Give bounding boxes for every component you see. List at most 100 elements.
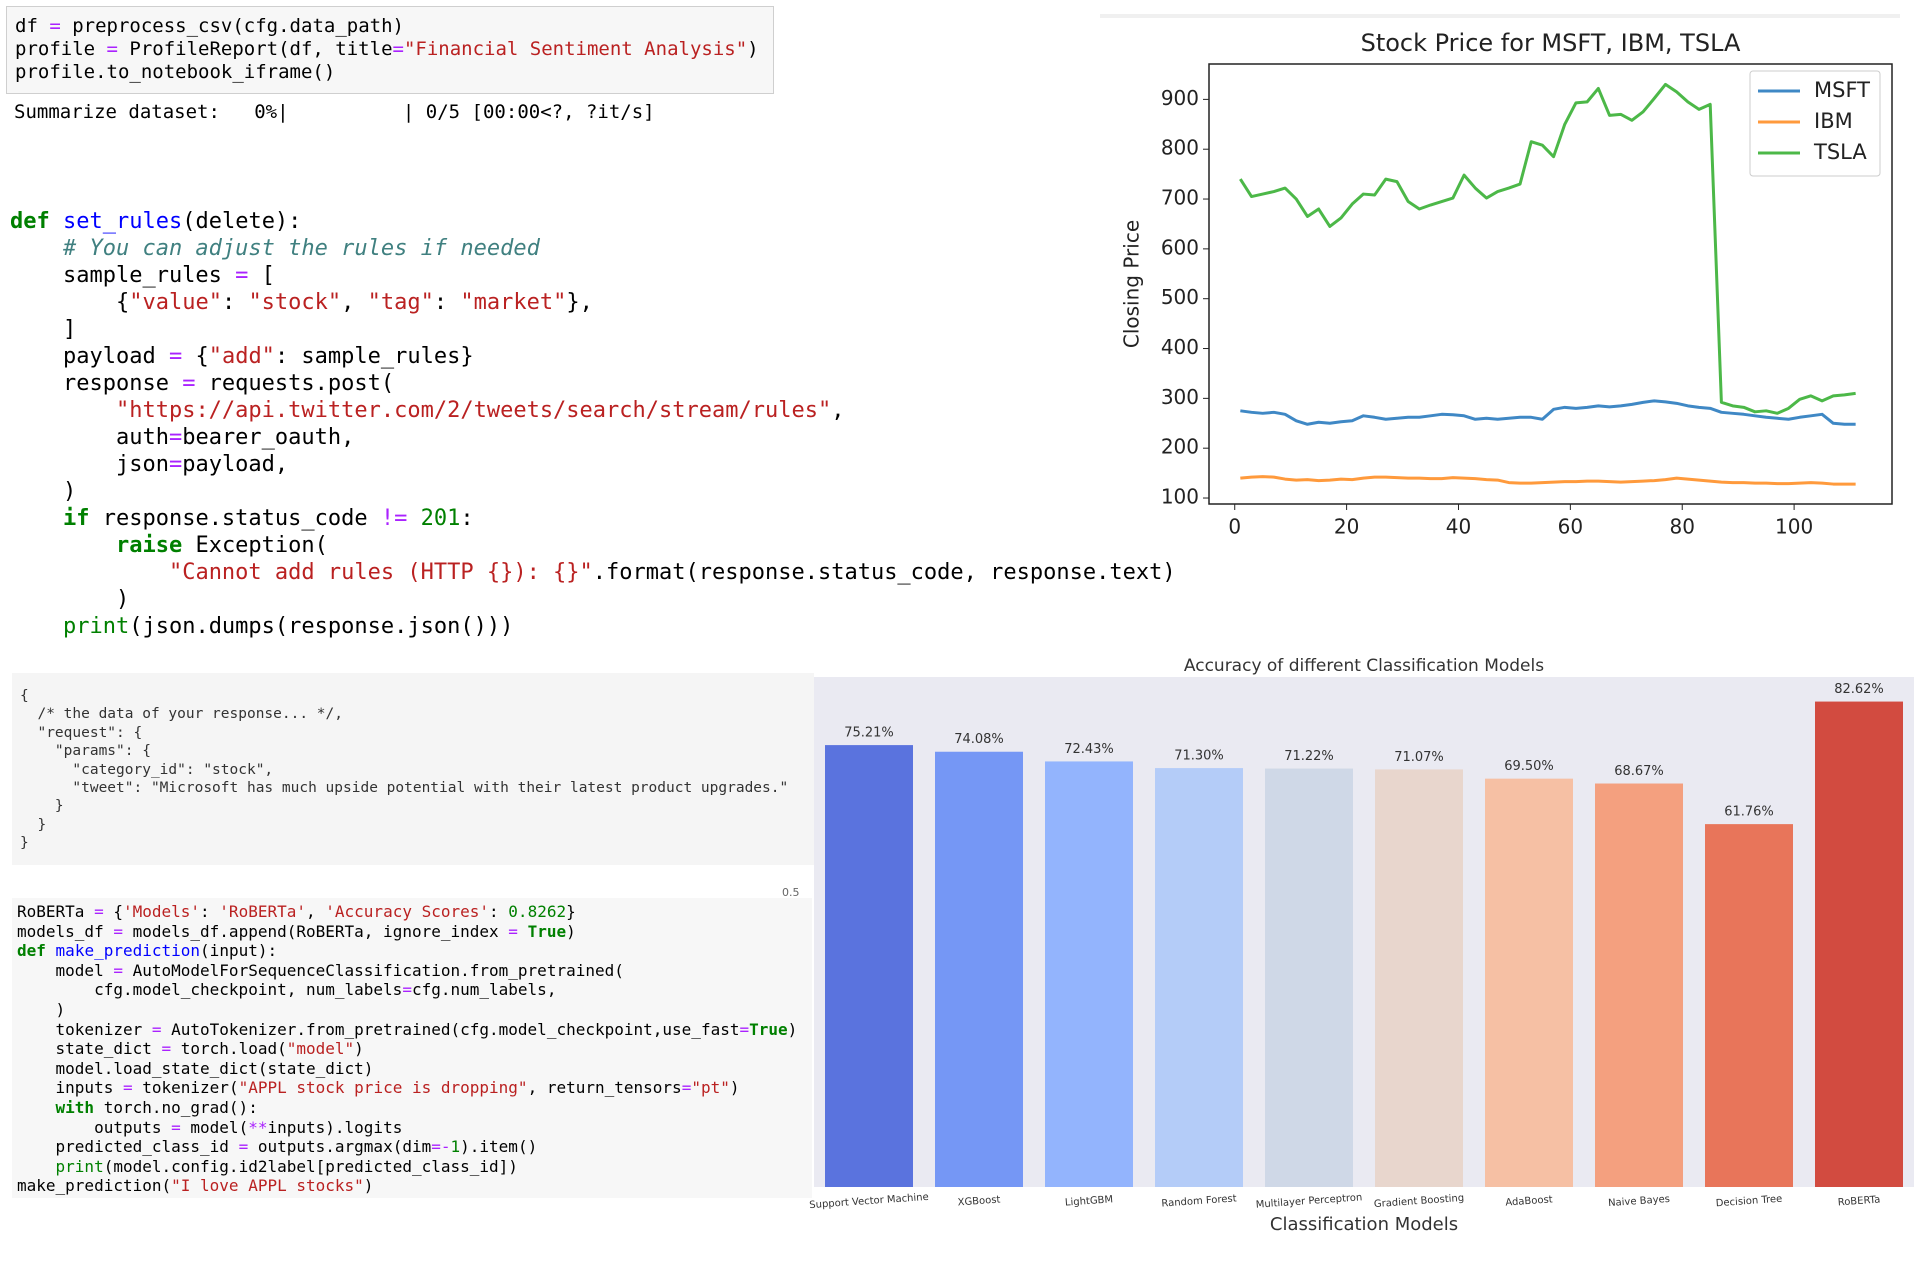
code-token: =: [171, 1117, 181, 1137]
code-token: =: [739, 1019, 750, 1039]
code-token: ProfileReport(df, title: [117, 38, 393, 60]
code-token: ): [787, 1019, 798, 1039]
code-line: "request": {: [20, 724, 143, 741]
code-line: ]: [10, 316, 1176, 343]
code-line: }: [20, 816, 47, 833]
code-token: =: [235, 263, 249, 288]
code-token: cfg.model_checkpoint, num_labels: [17, 980, 403, 1000]
bar: [935, 751, 1023, 1187]
code-token: .format(response.status_code, response.t…: [592, 560, 1176, 585]
code-token: , return_tensors: [527, 1078, 682, 1098]
code-token: torch.load(: [171, 1039, 287, 1059]
code-token: !=: [380, 506, 408, 531]
code-token: outputs.argmax(dim: [248, 1137, 432, 1157]
code-token: : sample_rules}: [274, 344, 474, 369]
code-token: preprocess_csv(cfg.data_path): [60, 15, 404, 37]
code-token: {: [103, 902, 123, 921]
bar: [1485, 778, 1573, 1187]
code-token: "pt": [691, 1078, 730, 1098]
code-line: ): [17, 1000, 807, 1020]
code-token: 0.8262: [508, 902, 567, 921]
code-cell[interactable]: df = preprocess_csv(cfg.data_path) profil…: [6, 6, 774, 94]
code-token: "Cannot add rules (HTTP {}): {}": [168, 560, 593, 585]
code-token: print: [55, 1156, 104, 1176]
code-line: def make_prediction(input):: [17, 941, 807, 961]
code-token: =: [681, 1078, 692, 1098]
code-token: Exception(: [182, 533, 328, 558]
code-line: raise Exception(: [10, 532, 1176, 559]
y-tick-label: 100: [1161, 485, 1199, 509]
code-token: }: [566, 902, 576, 921]
code-token: (delete):: [182, 209, 302, 234]
code-token: =: [508, 921, 518, 941]
x-tick-label: Decision Tree: [1715, 1194, 1782, 1210]
code-line: sample_rules = [: [10, 262, 1176, 289]
value-label: 75.21%: [844, 726, 894, 741]
code-token: def: [17, 941, 46, 961]
code-token: def: [10, 209, 50, 234]
code-token: "I love APPL stocks": [171, 1176, 364, 1196]
code-cell[interactable]: def set_rules(delete): # You can adjust …: [10, 208, 1176, 640]
code-token: [46, 941, 56, 960]
code-token: state_dict: [17, 1039, 162, 1059]
code-token: =: [161, 1039, 172, 1059]
code-token: print: [62, 614, 130, 639]
code-token: cfg.num_labels,: [411, 980, 557, 1000]
code-token: =: [238, 1137, 249, 1157]
code-token: tokenizer(: [132, 1078, 239, 1098]
axis-fragment: 0.5: [782, 886, 800, 899]
code-token: # You can adjust the rules if needed: [62, 236, 540, 261]
code-token: inputs).logits: [267, 1117, 403, 1137]
code-token: response.status_code: [89, 506, 381, 531]
code-token: "value": [129, 290, 222, 315]
code-token: ]: [10, 317, 77, 342]
value-label: 71.30%: [1174, 749, 1224, 764]
bar: [1705, 824, 1793, 1187]
code-token: set_rules: [63, 209, 183, 234]
value-label: 74.08%: [954, 732, 1004, 747]
code-token: inputs: [17, 1078, 123, 1098]
value-label: 71.22%: [1284, 749, 1334, 764]
code-token: [407, 506, 420, 531]
code-token: 1: [450, 1137, 461, 1157]
code-token: model: [17, 960, 114, 980]
code-line: }: [20, 835, 29, 852]
code-token: "add": [208, 344, 275, 369]
code-line: auth=bearer_oauth,: [10, 424, 1176, 451]
x-axis-label: Classification Models: [1270, 1214, 1458, 1235]
series-line: [1240, 399, 1856, 426]
code-line: models_df = models_df.append(RoBERTa, ig…: [17, 922, 807, 942]
code-token: models_df: [17, 921, 114, 941]
code-token: outputs: [17, 1117, 172, 1137]
code-token: [: [248, 263, 275, 288]
code-line: model = AutoModelForSequenceClassificati…: [17, 961, 807, 981]
x-tick-label: 40: [1446, 515, 1471, 539]
legend-label: TSLA: [1813, 140, 1867, 164]
x-tick-label: RoBERTa: [1837, 1195, 1880, 1209]
bar: [825, 745, 913, 1187]
value-label: 82.62%: [1834, 682, 1884, 697]
code-cell[interactable]: RoBERTa = {'Models': 'RoBERTa', 'Accurac…: [12, 898, 812, 1198]
code-line: inputs = tokenizer("APPL stock price is …: [17, 1078, 807, 1098]
series-line: [1240, 475, 1856, 486]
code-line: predicted_class_id = outputs.argmax(dim=…: [17, 1137, 807, 1157]
code-token: =: [94, 902, 104, 921]
code-token: 'Accuracy Scores': [325, 902, 490, 921]
code-token: RoBERTa: [17, 902, 95, 921]
code-token: =: [113, 960, 123, 980]
code-token: ): [747, 38, 759, 60]
value-label: 68.67%: [1614, 764, 1664, 779]
code-line: "category_id": "stock",: [20, 761, 274, 778]
code-token: torch.no_grad():: [94, 1097, 258, 1117]
code-token: (input):: [200, 941, 278, 961]
value-label: 72.43%: [1064, 742, 1114, 757]
code-token: =: [182, 371, 196, 396]
plot-frame: [1208, 63, 1893, 505]
code-token: make_prediction: [55, 941, 201, 961]
code-line: ): [10, 478, 1176, 505]
code-line: outputs = model(**inputs).logits: [17, 1118, 807, 1138]
code-token: ): [10, 587, 130, 612]
value-label: 61.76%: [1724, 805, 1774, 820]
value-label: 71.07%: [1394, 750, 1444, 765]
